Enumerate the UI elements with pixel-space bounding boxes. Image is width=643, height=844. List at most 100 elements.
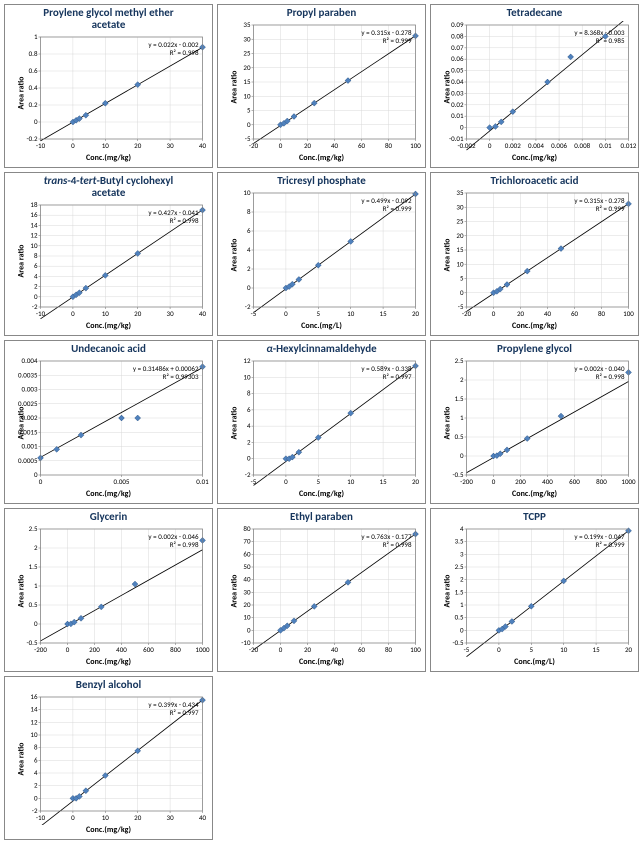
svg-text:60: 60 xyxy=(571,309,579,318)
svg-text:60: 60 xyxy=(358,141,366,150)
x-axis-label: Conc.(mg/kg) xyxy=(433,489,636,499)
svg-text:10: 10 xyxy=(560,645,568,654)
y-axis-label: Area ratio xyxy=(229,407,239,440)
svg-text:0: 0 xyxy=(460,288,464,297)
x-axis-label: Conc.(mg/kg) xyxy=(7,153,210,163)
chart-svg: -202468101214-505101520y = 0.589x - 0.33… xyxy=(220,357,423,489)
svg-text:0.01: 0.01 xyxy=(599,141,612,150)
svg-text:R² = 0.999: R² = 0.999 xyxy=(596,204,625,213)
svg-text:40: 40 xyxy=(243,575,251,584)
svg-text:0.05: 0.05 xyxy=(451,66,464,75)
svg-text:80: 80 xyxy=(243,525,251,533)
svg-text:0: 0 xyxy=(460,123,464,132)
svg-text:R² = 0.999: R² = 0.999 xyxy=(383,204,412,213)
svg-text:0: 0 xyxy=(71,309,75,318)
svg-text:3.5: 3.5 xyxy=(455,537,464,546)
svg-text:3: 3 xyxy=(460,549,464,558)
svg-text:0.004: 0.004 xyxy=(22,357,38,365)
svg-text:0.005: 0.005 xyxy=(114,477,130,486)
svg-text:6: 6 xyxy=(247,226,251,235)
chart-title: α-Hexylcinnamaldehyde xyxy=(220,343,423,355)
y-axis-label: Area ratio xyxy=(16,575,26,608)
svg-text:10: 10 xyxy=(102,309,110,318)
svg-text:0: 0 xyxy=(34,470,38,479)
svg-text:0.5: 0.5 xyxy=(455,432,464,441)
svg-text:0.08: 0.08 xyxy=(451,31,464,40)
svg-text:15: 15 xyxy=(380,309,388,318)
svg-text:60: 60 xyxy=(358,645,366,654)
svg-text:R² = 0.997: R² = 0.997 xyxy=(170,708,199,717)
svg-text:R² = 0.985: R² = 0.985 xyxy=(596,36,625,45)
svg-text:35: 35 xyxy=(456,189,464,197)
svg-text:14: 14 xyxy=(30,221,38,230)
svg-text:12: 12 xyxy=(30,231,38,240)
svg-text:4: 4 xyxy=(34,272,38,281)
svg-text:0: 0 xyxy=(247,120,251,129)
plot-area: Area ratio-20246810-505101520y = 0.499x … xyxy=(220,189,423,321)
svg-text:0: 0 xyxy=(34,117,38,126)
svg-text:10: 10 xyxy=(30,730,38,739)
chart-svg: -0.500.511.522.5-20002004006008001000y =… xyxy=(7,525,210,657)
svg-text:20: 20 xyxy=(456,231,464,240)
svg-text:2: 2 xyxy=(460,375,464,384)
svg-text:-0.5: -0.5 xyxy=(452,638,463,647)
svg-text:30: 30 xyxy=(456,202,464,211)
chart-svg: -20246810-505101520y = 0.499x - 0.092R² … xyxy=(220,189,423,321)
svg-text:25: 25 xyxy=(243,49,251,58)
svg-text:15: 15 xyxy=(456,245,464,254)
svg-text:0.001: 0.001 xyxy=(22,442,38,451)
svg-text:R² = 0.998: R² = 0.998 xyxy=(383,540,412,549)
chart-panel: α-HexylcinnamaldehydeArea ratio-20246810… xyxy=(217,340,426,504)
y-axis-label: Area ratio xyxy=(16,77,26,110)
plot-area: Area ratio00.00050.0010.00150.0020.00250… xyxy=(7,357,210,489)
svg-text:0.012: 0.012 xyxy=(621,141,636,150)
y-axis-label: Area ratio xyxy=(16,407,26,440)
svg-text:R² = 0.999: R² = 0.999 xyxy=(383,36,412,45)
svg-text:5: 5 xyxy=(530,645,534,654)
plot-area: Area ratio-0.200.20.40.60.81-10010203040… xyxy=(7,33,210,153)
chart-title: Glycerin xyxy=(7,511,210,523)
chart-panel: Propyl parabenArea ratio-505101520253035… xyxy=(217,4,426,168)
svg-text:6: 6 xyxy=(34,755,38,764)
svg-text:-20: -20 xyxy=(462,309,472,318)
svg-text:10: 10 xyxy=(243,189,251,197)
x-axis-label: Conc.(mg/kg) xyxy=(7,657,210,667)
svg-text:5: 5 xyxy=(317,309,321,318)
plot-area: Area ratio-100102030405060708090-2002040… xyxy=(220,525,423,657)
svg-text:0.01: 0.01 xyxy=(196,477,209,486)
svg-text:0: 0 xyxy=(279,645,283,654)
svg-text:4: 4 xyxy=(247,245,251,254)
svg-text:600: 600 xyxy=(143,645,154,654)
svg-text:8: 8 xyxy=(34,251,38,260)
svg-text:R² = 0.999: R² = 0.999 xyxy=(596,540,625,549)
svg-text:0.04: 0.04 xyxy=(451,77,464,86)
svg-text:10: 10 xyxy=(243,91,251,100)
svg-text:0: 0 xyxy=(284,309,288,318)
svg-text:20: 20 xyxy=(625,645,633,654)
svg-text:R² = 0.998: R² = 0.998 xyxy=(170,540,199,549)
svg-text:10: 10 xyxy=(347,309,355,318)
chart-title: Benzyl alcohol xyxy=(7,679,210,691)
svg-text:6: 6 xyxy=(34,261,38,270)
svg-text:800: 800 xyxy=(596,477,607,486)
svg-text:0: 0 xyxy=(71,141,75,150)
svg-text:0: 0 xyxy=(492,309,496,318)
svg-text:5: 5 xyxy=(317,477,321,486)
svg-text:20: 20 xyxy=(517,309,525,318)
chart-panel: Undecanoic acidArea ratio00.00050.0010.0… xyxy=(4,340,213,504)
svg-text:2: 2 xyxy=(34,781,38,790)
svg-text:R² = 0.99303: R² = 0.99303 xyxy=(163,372,199,381)
chart-panel: trans-4-tert-Butyl cyclohexylacetateArea… xyxy=(4,172,213,336)
svg-text:0.8: 0.8 xyxy=(29,49,38,58)
svg-text:-5: -5 xyxy=(251,477,257,486)
svg-text:40: 40 xyxy=(199,309,207,318)
svg-text:25: 25 xyxy=(456,217,464,226)
chart-svg: -0.0100.010.020.030.040.050.060.070.080.… xyxy=(433,21,636,153)
svg-text:6: 6 xyxy=(247,405,251,414)
svg-text:10: 10 xyxy=(243,372,251,381)
plot-area: Area ratio-0.0100.010.020.030.040.050.06… xyxy=(433,21,636,153)
chart-panel: Tricresyl phosphateArea ratio-20246810-5… xyxy=(217,172,426,336)
svg-text:0: 0 xyxy=(492,477,496,486)
svg-text:0.02: 0.02 xyxy=(451,100,464,109)
svg-text:5: 5 xyxy=(460,274,464,283)
